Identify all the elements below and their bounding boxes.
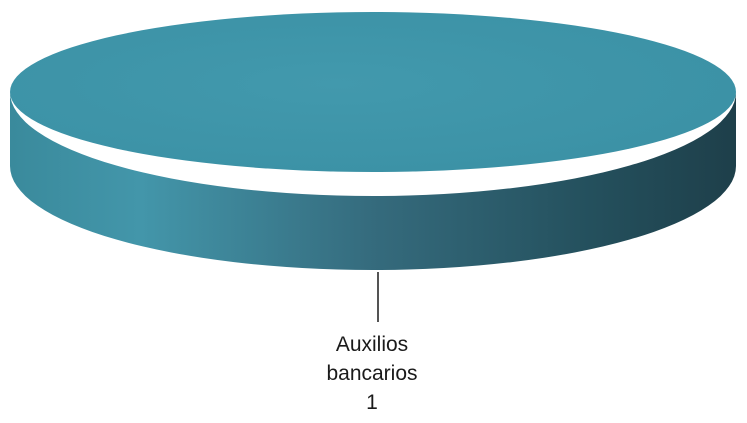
pie-slice-top [10, 12, 736, 172]
data-label-category-line-2: bancarios [326, 362, 418, 385]
data-label: Auxilios bancarios 1 [272, 330, 472, 417]
data-label-value: 1 [366, 391, 378, 414]
pie-slice-side [10, 92, 736, 270]
data-label-category-line-1: Auxilios [335, 333, 409, 356]
